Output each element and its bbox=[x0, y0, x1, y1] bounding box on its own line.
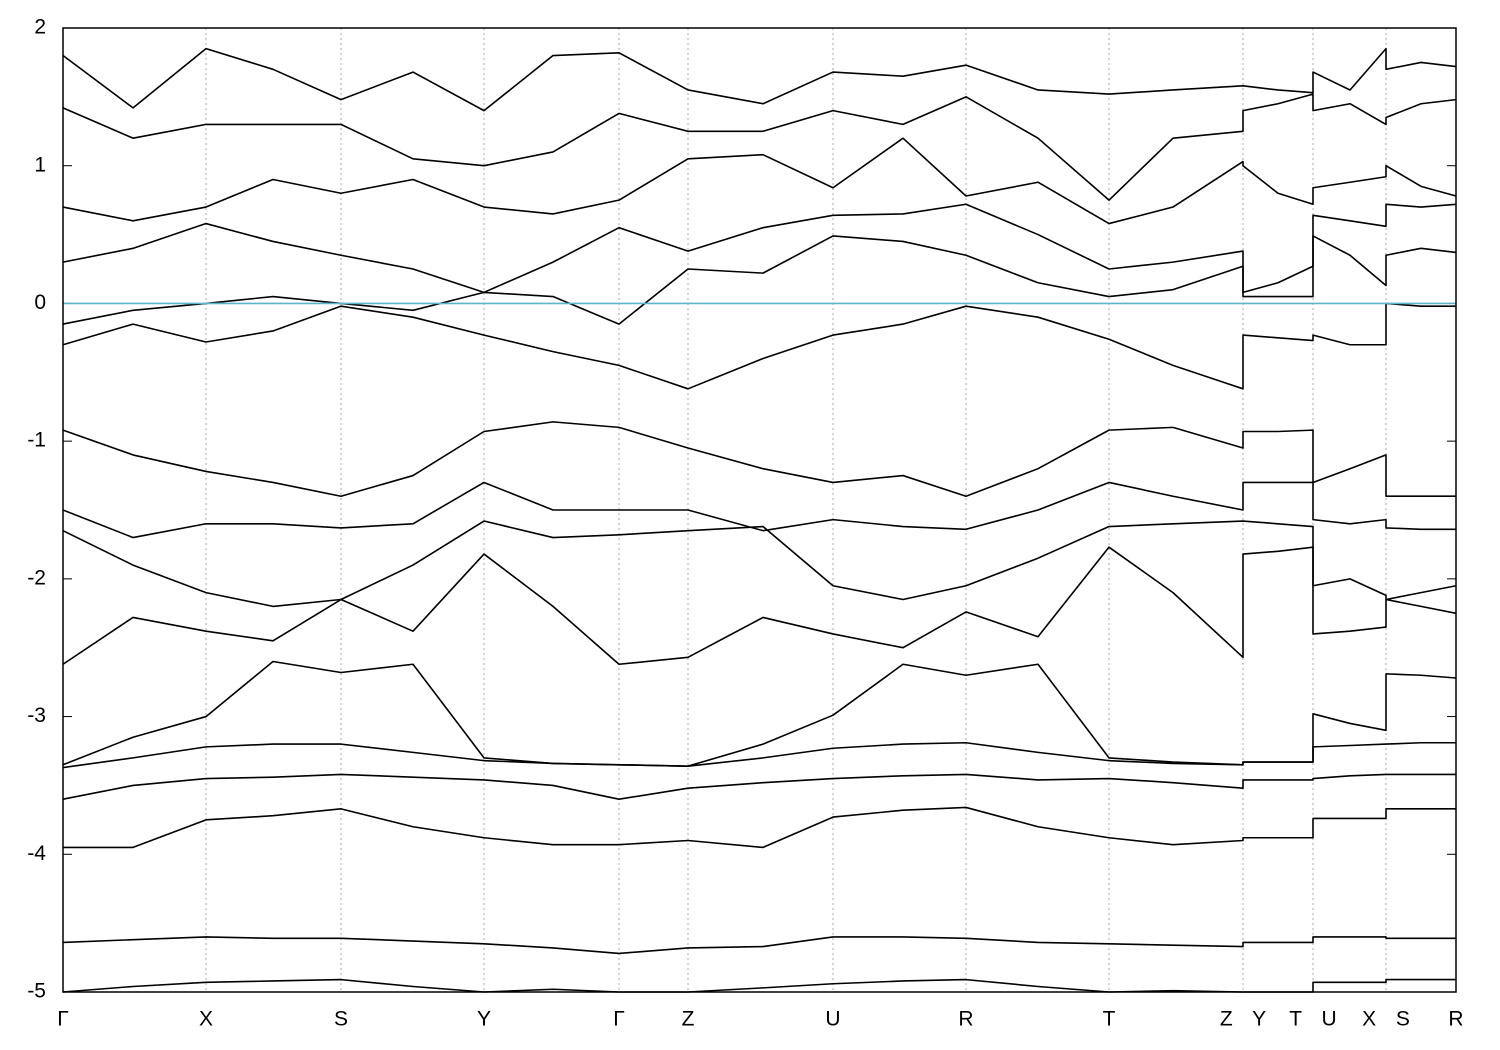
band-line bbox=[62, 47, 1457, 112]
band-line bbox=[62, 137, 1457, 225]
x-tick-label: T U bbox=[1289, 1008, 1336, 1031]
y-tick-label: 0 bbox=[34, 291, 46, 314]
band-line bbox=[62, 936, 1456, 955]
y-tick-label: -3 bbox=[27, 704, 46, 727]
band-line bbox=[62, 203, 1457, 294]
x-tick-label: Γ bbox=[57, 1008, 69, 1031]
band-line bbox=[62, 93, 1457, 201]
x-tick-label: R bbox=[958, 1008, 973, 1031]
band-line bbox=[62, 773, 1456, 800]
x-tick-label: R bbox=[1448, 1008, 1463, 1031]
band-line bbox=[62, 660, 1457, 767]
band-line bbox=[62, 741, 1456, 769]
x-tick-label: Z Y bbox=[1220, 1008, 1266, 1031]
band-line bbox=[62, 481, 1456, 539]
x-tick-label: T bbox=[1103, 1008, 1116, 1031]
plot-frame bbox=[62, 27, 1457, 993]
band-line bbox=[62, 978, 1456, 993]
band-line bbox=[62, 546, 1457, 666]
band-line bbox=[62, 421, 1456, 498]
y-tick-label: 1 bbox=[34, 153, 46, 176]
y-tick-label: -5 bbox=[27, 980, 46, 1003]
band-line bbox=[62, 302, 1456, 390]
x-tick-label: Γ bbox=[613, 1008, 625, 1031]
x-tick-label: X bbox=[199, 1008, 213, 1031]
band-line bbox=[63, 806, 1456, 849]
x-tick-label: U bbox=[825, 1008, 840, 1031]
x-tick-label: X S bbox=[1362, 1008, 1410, 1031]
x-tick-label: S bbox=[334, 1008, 348, 1031]
y-tick-label: -4 bbox=[27, 842, 46, 865]
y-tick-label: -2 bbox=[27, 566, 46, 589]
x-tick-label: Z bbox=[682, 1008, 695, 1031]
y-tick-label: -1 bbox=[27, 429, 46, 452]
y-tick-label: 2 bbox=[34, 16, 46, 39]
x-tick-label: Y bbox=[477, 1008, 491, 1031]
band-line bbox=[62, 520, 1457, 608]
band-line bbox=[62, 235, 1457, 325]
